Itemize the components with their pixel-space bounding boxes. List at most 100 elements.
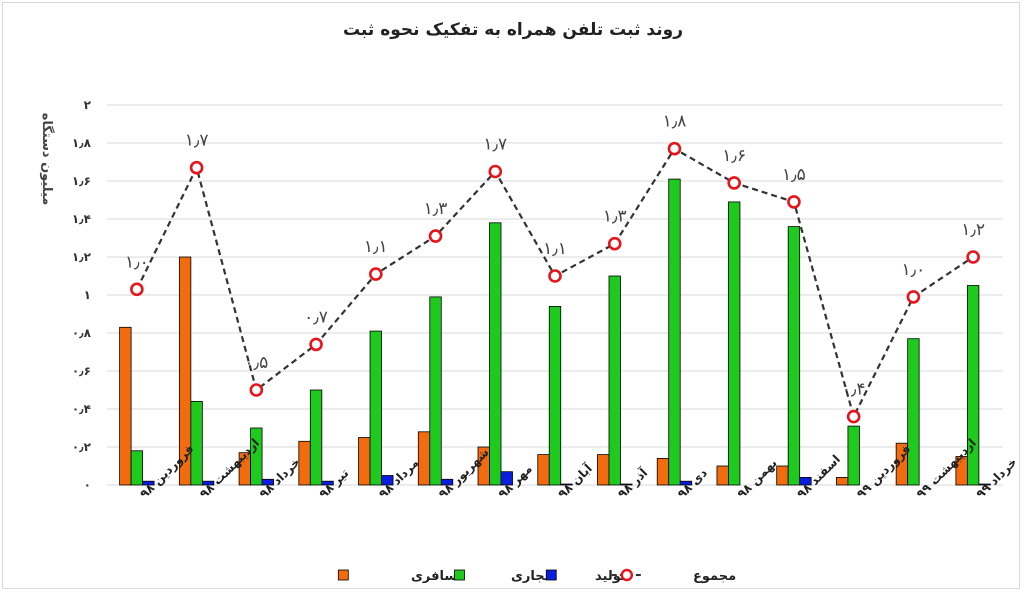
bar-0-5	[417, 431, 431, 486]
x-tick-label: خرداد ۹۸	[257, 455, 303, 501]
bar-2-7	[560, 483, 573, 486]
total-point-7	[548, 269, 562, 283]
legend: مسافری تجاری تولید مجموع	[337, 568, 736, 584]
total-line	[130, 141, 980, 424]
total-point-4	[368, 267, 383, 281]
bar-1-8	[608, 275, 621, 486]
total-data-label: ۱٫۷	[483, 135, 507, 155]
bar-0-12	[836, 476, 849, 486]
total-point-14	[966, 250, 980, 264]
total-point-1	[189, 160, 204, 175]
total-point-2	[249, 383, 264, 397]
y-tick-label: ۰٫۸	[72, 326, 92, 340]
legend-swatch-0	[337, 569, 349, 581]
chart-title: روند ثبت تلفن همراه به تفکیک نحوه ثبت	[343, 20, 683, 40]
bar-1-14	[966, 285, 980, 486]
y-tick-label: ۱٫۴	[72, 212, 91, 226]
total-point-13	[906, 290, 921, 304]
total-point-5	[428, 229, 443, 243]
x-tick-label: اسفند ۹۸	[794, 452, 843, 501]
bar-1-12	[847, 425, 860, 486]
bar-0-10	[716, 465, 729, 486]
legend-label: مسافری	[411, 569, 466, 584]
y-tick-label: ۱٫۶	[72, 174, 91, 188]
bar-2-14	[978, 483, 991, 486]
bar-1-13	[907, 338, 920, 486]
bar-0-1	[178, 256, 192, 486]
total-point-12	[846, 409, 861, 424]
bar-0-0	[119, 326, 132, 486]
total-point-9	[667, 141, 682, 156]
total-data-label: ۰٫۵	[244, 353, 268, 373]
total-point-10	[727, 176, 742, 190]
bar-0-9	[656, 457, 670, 486]
total-data-label: ۱٫۷	[185, 131, 209, 151]
bar-0-4	[358, 437, 371, 486]
total-data-label: ۱٫۶	[722, 146, 746, 166]
bar-2-3	[321, 480, 334, 486]
bar-1-0	[130, 450, 144, 486]
bar-0-11	[776, 465, 789, 486]
total-data-label: ۱٫۳	[603, 207, 627, 227]
bar-2-1	[201, 480, 215, 486]
bar-2-11	[799, 476, 812, 486]
y-tick-label: ۱٫۸	[72, 136, 92, 150]
bar-1-7	[548, 305, 562, 486]
x-tick-label: بهمن ۹۸	[734, 456, 779, 501]
total-data-label: ۱٫۰	[125, 252, 149, 272]
y-axis-label: میلیون دستگاه	[39, 113, 55, 206]
total-data-label: ۱٫۱	[543, 239, 567, 259]
total-point-0	[130, 282, 144, 297]
total-data-label: ۱٫۰	[902, 260, 926, 280]
bar-2-0	[142, 480, 155, 486]
total-point-6	[488, 164, 503, 179]
y-tick-label: ۱	[84, 288, 91, 302]
legend-marker-3	[620, 568, 634, 582]
bar-2-9	[679, 480, 693, 486]
bar-1-1	[190, 400, 203, 486]
bar-1-3	[309, 389, 323, 486]
y-tick-label: ۰	[84, 478, 91, 492]
y-tick-label: ۰٫۴	[72, 402, 91, 416]
bars	[119, 178, 991, 486]
legend-swatch-2	[545, 569, 557, 581]
legend-label: تولید	[595, 569, 626, 584]
bar-2-5	[440, 478, 454, 486]
total-data-label: ۱٫۳	[424, 199, 448, 219]
bar-2-8	[620, 483, 633, 486]
bar-1-6	[489, 222, 502, 486]
data-labels: ۱٫۰ ۱٫۷ ۰٫۵ ۰٫۷ ۱٫۱ ۱٫۳ ۱٫۷ ۱٫۱ ۱٫۳ ۱٫۸ ۱٫۶ ۱٫۵ ۰٫۴ ۱…	[125, 112, 985, 400]
y-tick-label: ۲	[84, 98, 92, 112]
legend-swatch-1	[454, 569, 465, 581]
y-tick-label: ۰٫۶	[72, 364, 91, 378]
total-point-11	[787, 195, 801, 209]
bar-1-11	[787, 226, 801, 486]
total-data-label: ۱٫۱	[364, 237, 388, 257]
total-data-label: ۱٫۵	[782, 165, 806, 185]
bar-0-8	[597, 454, 610, 486]
bar-2-4	[381, 475, 394, 486]
bar-0-7	[537, 454, 550, 486]
legend-label: تجاری	[511, 569, 550, 584]
total-point-3	[309, 337, 323, 352]
bar-1-10	[728, 201, 741, 486]
bar-1-5	[429, 296, 442, 486]
total-data-label: ۰٫۴	[842, 380, 866, 400]
bar-1-4	[369, 330, 382, 486]
bar-1-9	[668, 178, 681, 486]
legend-label: مجموع	[693, 569, 736, 584]
chart: روند ثبت تلفن همراه به تفکیک نحوه ثبت می…	[39, 20, 1020, 584]
total-data-label: ۰٫۷	[304, 307, 328, 327]
total-data-label: ۱٫۲	[961, 220, 985, 240]
total-data-label: ۱٫۸	[663, 112, 687, 132]
bar-1-2	[250, 427, 263, 486]
x-tick-label: خرداد ۹۹	[973, 455, 1019, 501]
total-point-8	[607, 236, 622, 251]
y-tick-labels: ۰ ۰٫۲ ۰٫۴ ۰٫۶ ۰٫۸ ۱ ۱٫۲ ۱٫۴ ۱٫۶ ۱٫۸ ۲	[72, 98, 92, 492]
y-tick-label: ۰٫۲	[72, 440, 92, 454]
bar-2-6	[500, 471, 513, 486]
y-tick-label: ۱٫۲	[72, 250, 92, 264]
bar-2-2	[261, 478, 274, 486]
